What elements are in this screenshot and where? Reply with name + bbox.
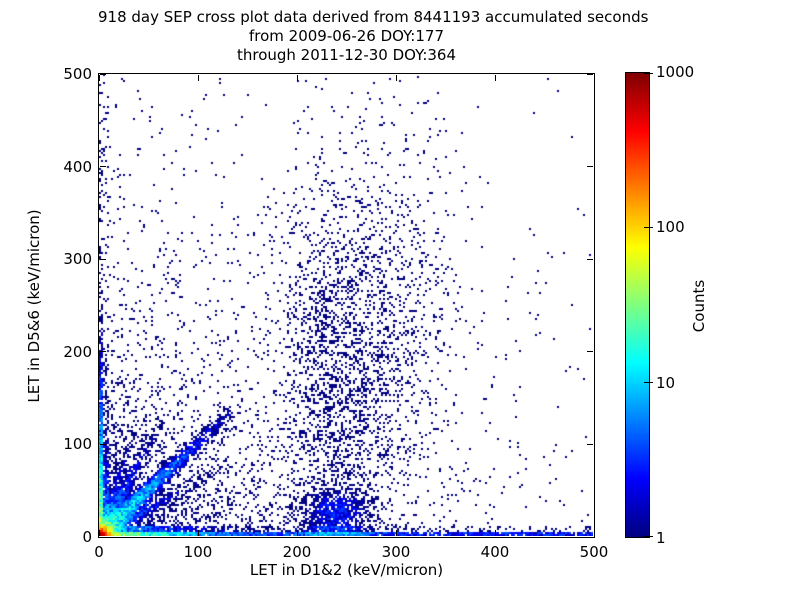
colorbar (625, 72, 650, 538)
y-tick-label-200: 200 (63, 342, 92, 361)
x-tick-mark-500 (593, 530, 595, 537)
colorbar-tick-mark-100 (644, 226, 653, 228)
plot-area (98, 73, 595, 538)
y-tick-label-100: 100 (63, 435, 92, 454)
y-tick-mark-right-100 (587, 443, 594, 445)
y-tick-label-0: 0 (82, 528, 92, 546)
x-tick-label-400: 400 (480, 543, 510, 561)
y-tick-label-300: 300 (63, 250, 92, 269)
chart-subtitle-through: through 2011-12-30 DOY:364 (236, 46, 457, 64)
colorbar-gradient-canvas (626, 73, 649, 537)
x-tick-mark-top-500 (593, 74, 595, 81)
scatter-canvas (99, 74, 593, 536)
x-tick-mark-200 (296, 530, 298, 537)
x-tick-mark-top-200 (296, 74, 298, 81)
colorbar-tick-label-1000: 1000 (656, 63, 695, 81)
y-tick-mark-300 (99, 258, 106, 260)
colorbar-tick-label-10: 10 (656, 373, 676, 392)
x-tick-label-500: 500 (579, 543, 609, 561)
chart-title: 918 day SEP cross plot data derived from… (98, 8, 649, 26)
x-tick-mark-0 (98, 530, 100, 537)
y-tick-mark-right-500 (587, 73, 594, 75)
x-tick-label-200: 200 (282, 543, 312, 561)
colorbar-tick-mark-1 (644, 535, 653, 537)
y-tick-mark-right-200 (587, 351, 594, 353)
x-tick-mark-400 (494, 530, 496, 537)
x-tick-mark-300 (395, 530, 397, 537)
y-tick-mark-400 (99, 166, 106, 168)
x-tick-mark-top-400 (494, 74, 496, 81)
y-tick-mark-right-0 (587, 536, 594, 538)
colorbar-tick-label-100: 100 (656, 218, 685, 237)
chart-subtitle-from: from 2009-06-26 DOY:177 (248, 27, 444, 45)
y-tick-mark-0 (99, 536, 106, 538)
x-tick-mark-top-300 (395, 74, 397, 81)
y-tick-label-400: 400 (63, 157, 92, 176)
y-tick-mark-right-400 (587, 166, 594, 168)
colorbar-tick-mark-10 (644, 382, 653, 384)
y-tick-mark-200 (99, 351, 106, 353)
y-tick-label-500: 500 (63, 65, 92, 83)
x-tick-mark-100 (197, 530, 199, 537)
x-tick-mark-top-100 (197, 74, 199, 81)
y-tick-mark-500 (99, 73, 106, 75)
y-axis-label: LET in D5&6 (keV/micron) (25, 209, 43, 403)
x-axis-label: LET in D1&2 (keV/micron) (249, 561, 444, 579)
x-tick-label-100: 100 (183, 543, 213, 561)
x-tick-label-300: 300 (381, 543, 411, 561)
x-tick-label-0: 0 (94, 543, 104, 561)
colorbar-label: Counts (690, 279, 708, 333)
colorbar-tick-mark-1000 (644, 72, 653, 74)
y-tick-mark-right-300 (587, 258, 594, 260)
colorbar-tick-label-1: 1 (656, 529, 666, 547)
y-tick-mark-100 (99, 443, 106, 445)
x-tick-mark-top-0 (98, 74, 100, 81)
